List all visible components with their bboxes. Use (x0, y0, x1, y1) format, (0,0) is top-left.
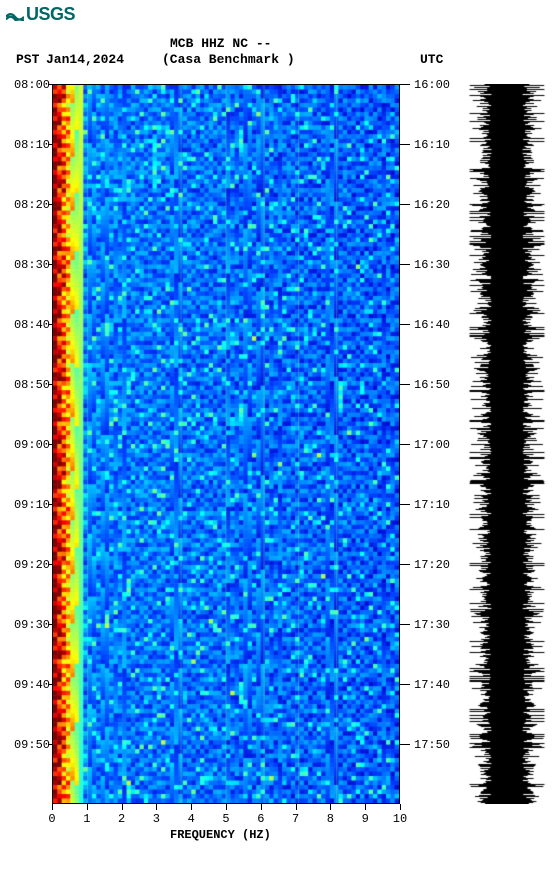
y-tick-left: 09:00 (0, 438, 50, 452)
y-tick-left: 08:50 (0, 378, 50, 392)
y-tick-right: 16:20 (414, 198, 450, 212)
x-tick: 3 (146, 812, 166, 826)
y-tick-right: 16:40 (414, 318, 450, 332)
y-tick-left: 08:30 (0, 258, 50, 272)
x-tick: 6 (251, 812, 271, 826)
y-tick-right: 17:10 (414, 498, 450, 512)
y-tick-right: 16:50 (414, 378, 450, 392)
x-tick: 7 (286, 812, 306, 826)
y-tick-right: 17:20 (414, 558, 450, 572)
y-tick-left: 09:20 (0, 558, 50, 572)
waveform-plot (468, 84, 546, 804)
x-tick: 1 (77, 812, 97, 826)
x-tick: 4 (181, 812, 201, 826)
y-tick-left: 09:50 (0, 738, 50, 752)
tz-right-label: UTC (420, 52, 552, 67)
y-tick-right: 16:10 (414, 138, 450, 152)
x-tick: 5 (216, 812, 236, 826)
y-tick-right: 17:50 (414, 738, 450, 752)
x-tick: 2 (112, 812, 132, 826)
x-tick: 10 (390, 812, 410, 826)
x-tick: 9 (355, 812, 375, 826)
y-tick-left: 08:10 (0, 138, 50, 152)
usgs-text: USGS (26, 4, 75, 25)
y-tick-right: 17:30 (414, 618, 450, 632)
y-tick-left: 09:40 (0, 678, 50, 692)
usgs-logo: USGS (6, 4, 75, 25)
x-tick: 8 (320, 812, 340, 826)
y-tick-left: 09:30 (0, 618, 50, 632)
station-code: MCB HHZ NC -- (170, 36, 552, 51)
x-axis-label: FREQUENCY (HZ) (170, 828, 271, 842)
y-tick-right: 16:00 (414, 78, 450, 92)
y-tick-left: 08:00 (0, 78, 50, 92)
y-tick-left: 08:40 (0, 318, 50, 332)
y-tick-right: 16:30 (414, 258, 450, 272)
y-tick-left: 09:10 (0, 498, 50, 512)
y-tick-right: 17:40 (414, 678, 450, 692)
y-tick-right: 17:00 (414, 438, 450, 452)
x-tick: 0 (42, 812, 62, 826)
usgs-wave-icon (6, 9, 24, 21)
y-tick-left: 08:20 (0, 198, 50, 212)
spectrogram-plot (52, 84, 400, 804)
